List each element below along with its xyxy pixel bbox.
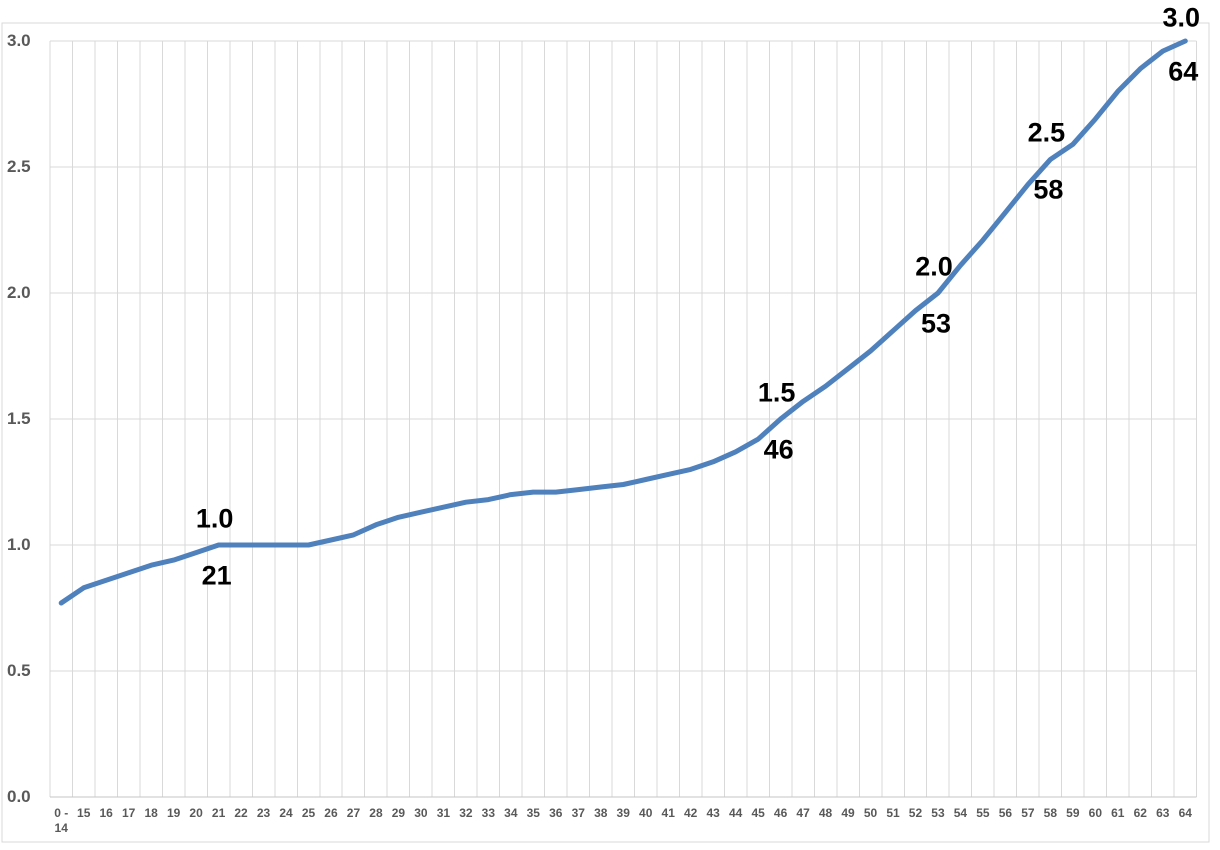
x-tick-label: 32 (459, 806, 473, 820)
x-tick-label: 45 (751, 806, 765, 820)
annotation-value-label: 1.5 (757, 377, 796, 408)
x-tick-label: 41 (661, 806, 675, 820)
x-tick-label: 57 (1021, 806, 1035, 820)
horizontal-gridlines (50, 40, 1197, 798)
y-tick-label: 1.5 (7, 409, 31, 428)
x-tick-label: 30 (414, 806, 428, 820)
x-tick-label: 55 (976, 806, 990, 820)
x-tick-label: 23 (256, 806, 271, 820)
x-tick-label: 34 (504, 806, 518, 820)
x-tick-label: 56 (998, 806, 1013, 820)
x-tick-label: 61 (1111, 806, 1125, 820)
annotation-value-label: 1.0 (195, 503, 234, 534)
x-tick-label: 49 (841, 806, 855, 820)
x-tick-label: 25 (301, 806, 316, 820)
x-tick-label: 21 (211, 806, 226, 820)
x-tick-label: 0 - 14 (54, 806, 69, 835)
x-tick-label: 62 (1133, 806, 1147, 820)
x-tick-label: 26 (324, 806, 338, 820)
x-tick-label: 63 (1156, 806, 1170, 820)
x-tick-label: 43 (706, 806, 720, 820)
x-tick-label: 20 (189, 806, 203, 820)
x-tick-label: 60 (1088, 806, 1102, 820)
annotation-value-label: 2.0 (915, 251, 953, 282)
x-tick-label: 53 (931, 806, 945, 820)
x-tick-label: 22 (234, 806, 248, 820)
x-tick-label: 64 (1178, 806, 1192, 820)
x-tick-label: 46 (773, 806, 788, 820)
series-line (58, 38, 1188, 606)
y-tick-label: 2.5 (7, 157, 31, 176)
x-tick-label: 31 (436, 806, 451, 820)
y-tick-label: 0.5 (7, 661, 31, 680)
annotation-age-label: 21 (201, 560, 232, 591)
x-tick-label: 15 (77, 806, 91, 820)
x-tick-label: 59 (1066, 806, 1080, 820)
x-tick-label: 19 (166, 806, 181, 820)
x-tick-label: 16 (99, 806, 113, 820)
x-tick-label: 52 (908, 806, 923, 820)
annotation-value-label: 3.0 (1162, 2, 1201, 33)
y-tick-label: 0.0 (7, 787, 31, 806)
annotation-age-label: 58 (1033, 174, 1064, 205)
y-tick-label: 1.0 (7, 535, 31, 554)
x-tick-label: 33 (481, 806, 496, 820)
y-tick-label: 2.0 (7, 283, 31, 302)
x-tick-label: 50 (863, 806, 878, 820)
y-tick-label: 3.0 (7, 31, 31, 50)
annotation-age-label: 46 (763, 434, 794, 465)
x-tick-label: 18 (144, 806, 158, 820)
x-tick-label: 51 (886, 806, 900, 820)
annotation-age-label: 64 (1168, 56, 1199, 87)
x-tick-label: 39 (616, 806, 630, 820)
x-tick-label: 40 (639, 806, 653, 820)
x-tick-label: 17 (121, 806, 136, 820)
x-tick-label: 24 (279, 806, 293, 820)
x-tick-label: 37 (571, 806, 585, 820)
x-tick-label: 38 (594, 806, 608, 820)
x-tick-label: 47 (796, 806, 810, 820)
x-tick-label: 54 (953, 806, 968, 820)
x-tick-label: 35 (526, 806, 540, 820)
x-tick-label: 58 (1043, 806, 1058, 820)
x-tick-label: 42 (683, 806, 698, 820)
x-tick-label: 48 (818, 806, 833, 820)
annotation-age-label: 53 (920, 308, 951, 339)
x-tick-label: 29 (391, 806, 406, 820)
x-tick-label: 44 (728, 806, 743, 820)
x-tick-label: 36 (549, 806, 563, 820)
x-tick-label: 27 (346, 806, 361, 820)
chart-border (1, 22, 1210, 843)
x-tick-label: 28 (369, 806, 383, 820)
annotation-value-label: 2.5 (1027, 117, 1066, 148)
